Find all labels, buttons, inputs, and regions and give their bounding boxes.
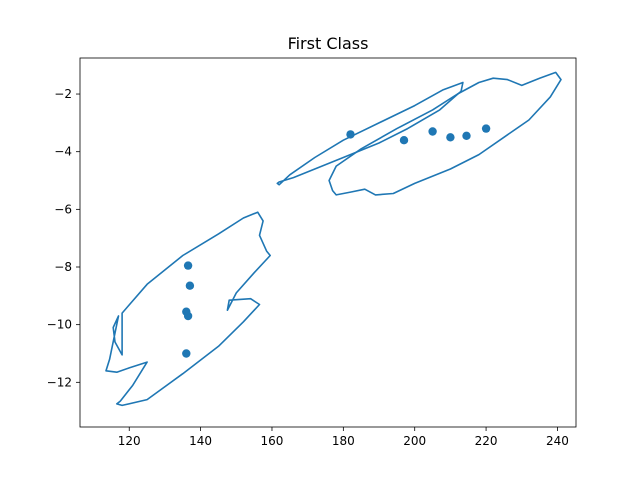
data-point (399, 136, 409, 145)
y-tick-label: −2 (54, 87, 72, 101)
x-tick-label: 120 (118, 434, 141, 448)
data-point (446, 133, 455, 142)
data-point (346, 130, 355, 139)
x-tick-label: 140 (189, 434, 212, 448)
data-point (182, 349, 191, 358)
data-point (185, 281, 195, 290)
x-tick-label: 160 (261, 434, 284, 448)
contours-layer (105, 71, 562, 407)
y-tick-label: −4 (54, 145, 72, 159)
x-tick-label: 200 (403, 434, 426, 448)
y-tick-label: −12 (47, 375, 72, 389)
x-tick-label: 180 (332, 434, 355, 448)
data-point (183, 261, 193, 270)
contour-line-3 (105, 211, 272, 407)
x-tick-label: 240 (546, 434, 569, 448)
plot-area (105, 71, 562, 407)
axes: 120 140 160 180 200 220 240 −2 −4 −6 −8 −10 −12 (47, 57, 577, 448)
data-point (462, 131, 471, 140)
data-point (428, 127, 437, 136)
contour-line-1 (276, 81, 464, 186)
data-point (481, 124, 491, 133)
x-axis-ticks: 120 140 160 180 200 220 240 (118, 427, 569, 448)
y-tick-label: −6 (54, 202, 72, 216)
chart-title: First Class (288, 34, 369, 53)
y-axis-ticks: −2 −4 −6 −8 −10 −12 (47, 87, 80, 389)
x-tick-label: 220 (475, 434, 498, 448)
y-tick-label: −10 (47, 318, 72, 332)
contour-line-2 (328, 71, 562, 196)
data-point (183, 311, 193, 321)
axes-frame (79, 57, 577, 428)
points-layer (182, 124, 491, 358)
y-tick-label: −8 (54, 260, 72, 274)
